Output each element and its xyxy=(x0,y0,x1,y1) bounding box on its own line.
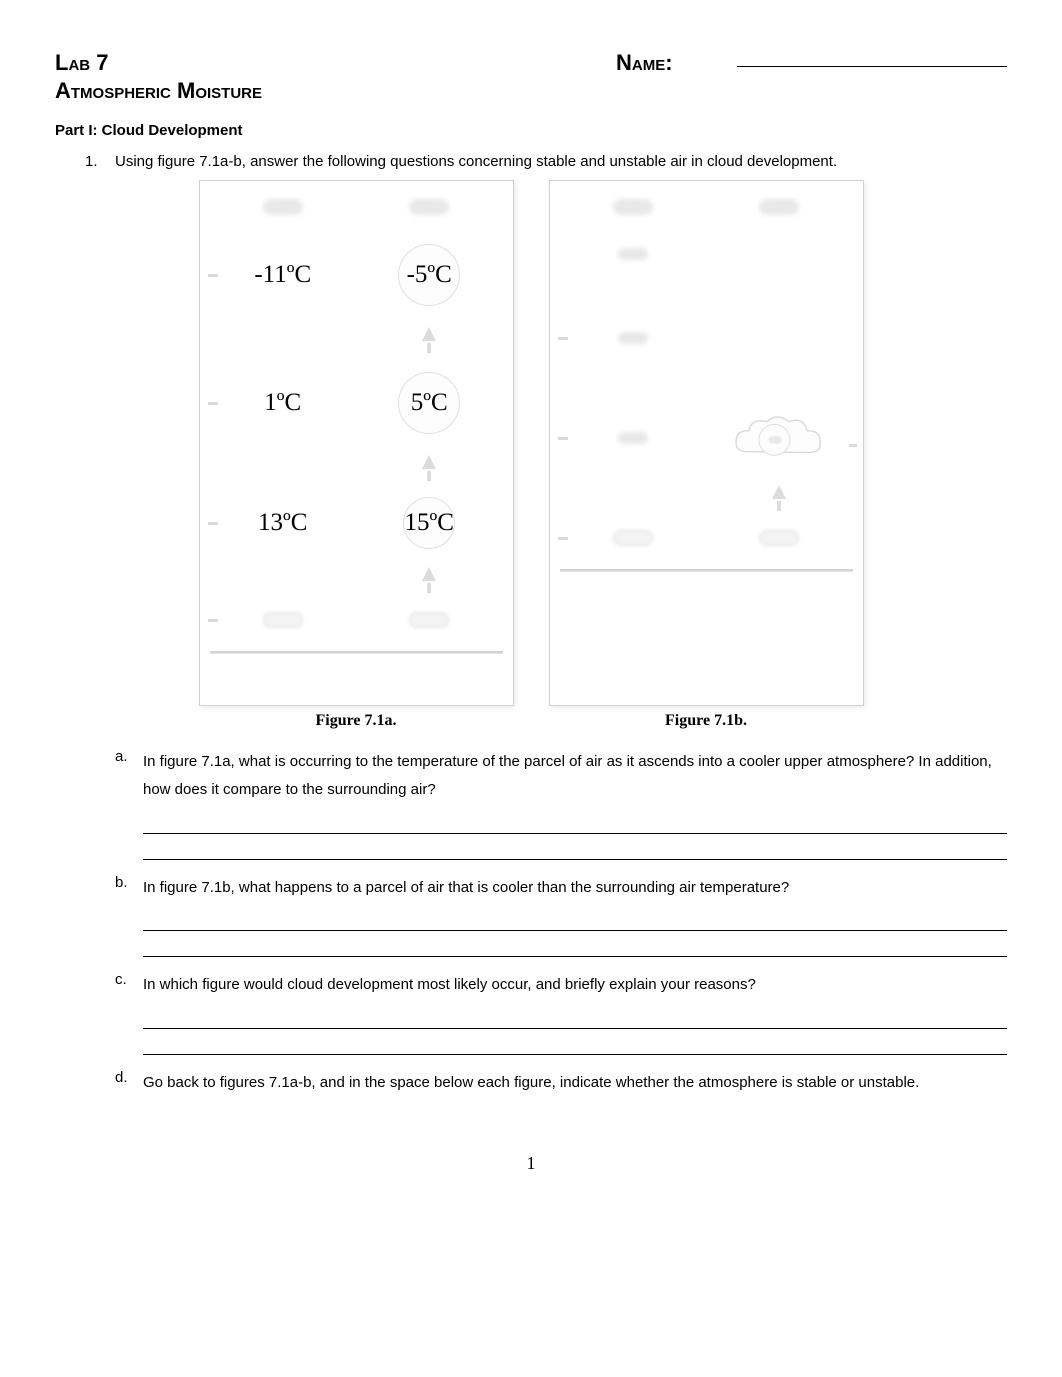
header-row: Lab 7 Name: xyxy=(55,50,1007,76)
arrow-stem xyxy=(427,471,431,481)
axis-tick xyxy=(208,274,218,277)
blur-label xyxy=(618,248,648,260)
sub-q-text: In figure 7.1a, what is occurring to the… xyxy=(143,753,992,798)
part-title: Part I: Cloud Development xyxy=(55,122,1007,139)
parcel-temp: -5ºC xyxy=(407,261,452,289)
parcel-temp: 5ºC xyxy=(411,389,448,417)
figure-answer-space[interactable] xyxy=(210,653,503,695)
answer-blank-line[interactable] xyxy=(143,1029,1007,1055)
axis-tick xyxy=(849,444,857,447)
axis-tick xyxy=(558,337,568,340)
caption-row: Figure 7.1a. Figure 7.1b. xyxy=(55,712,1007,730)
question-1: 1. Using figure 7.1a-b, answer the follo… xyxy=(85,153,1007,170)
sub-question-b: b. In figure 7.1b, what happens to a par… xyxy=(115,874,1007,958)
fig-b-row-2 xyxy=(560,283,853,393)
arrow-up-icon xyxy=(422,567,436,581)
arrow-up-icon xyxy=(772,485,786,499)
sub-q-text: In which figure would cloud development … xyxy=(143,976,756,993)
sub-q-letter: b. xyxy=(115,874,143,958)
fig-b-row-1 xyxy=(560,225,853,283)
axis-tick xyxy=(208,522,218,525)
name-blank-line[interactable] xyxy=(737,66,1007,67)
axis-tick xyxy=(558,537,568,540)
figure-7-1a: -11ºC -5ºC 1ºC 5ºC xyxy=(199,180,514,706)
axis-tick xyxy=(208,402,218,405)
arrow-stem xyxy=(427,583,431,593)
figure-7-1b xyxy=(549,180,864,706)
blur-label xyxy=(613,199,653,215)
answer-blank-line[interactable] xyxy=(143,808,1007,834)
fig-a-row-2: 1ºC 5ºC xyxy=(210,353,503,453)
question-number: 1. xyxy=(85,153,115,170)
fig-b-top-row xyxy=(560,189,853,225)
fig-a-row-1: -11ºC -5ºC xyxy=(210,225,503,325)
answer-blank-line[interactable] xyxy=(143,931,1007,957)
fig-b-ground-row xyxy=(560,511,853,565)
blur-label xyxy=(759,530,799,546)
arrow-stem xyxy=(427,343,431,353)
name-label: Name: xyxy=(616,50,673,75)
air-parcel: -5ºC xyxy=(398,244,460,306)
air-parcel: 5ºC xyxy=(398,372,460,434)
sub-question-d: d. Go back to figures 7.1a-b, and in the… xyxy=(115,1069,1007,1097)
sub-q-text: Go back to figures 7.1a-b, and in the sp… xyxy=(143,1074,919,1091)
sub-q-text: In figure 7.1b, what happens to a parcel… xyxy=(143,879,789,896)
blur-label xyxy=(618,332,648,344)
blur-label xyxy=(613,530,653,546)
axis-tick xyxy=(558,437,568,440)
fig-a-top-row xyxy=(210,189,503,225)
arrow-up-icon xyxy=(422,327,436,341)
parcel-temp: 15ºC xyxy=(405,509,454,537)
env-temp: 13ºC xyxy=(258,509,307,537)
axis-tick xyxy=(208,619,218,622)
question-text: Using figure 7.1a-b, answer the followin… xyxy=(115,153,1007,170)
sub-q-letter: c. xyxy=(115,971,143,1055)
air-parcel: 15ºC xyxy=(403,497,455,549)
fig-a-ground-row xyxy=(210,593,503,647)
blur-label xyxy=(409,199,449,215)
sub-q-letter: d. xyxy=(115,1069,143,1097)
cloud-icon xyxy=(729,410,829,466)
sub-q-letter: a. xyxy=(115,748,143,860)
fig-b-cloud-row xyxy=(560,393,853,483)
lab-number: Lab 7 xyxy=(55,50,108,76)
blur-label xyxy=(263,612,303,628)
page-number: 1 xyxy=(55,1153,1007,1174)
blur-label xyxy=(263,199,303,215)
blur-label xyxy=(759,199,799,215)
answer-blank-line[interactable] xyxy=(143,834,1007,860)
answer-blank-line[interactable] xyxy=(143,1003,1007,1029)
figure-caption-a: Figure 7.1a. xyxy=(199,712,514,730)
blur-label xyxy=(618,432,648,444)
answer-blank-line[interactable] xyxy=(143,905,1007,931)
env-temp: -11ºC xyxy=(254,261,311,289)
env-temp: 1ºC xyxy=(264,389,301,417)
sub-question-a: a. In figure 7.1a, what is occurring to … xyxy=(115,748,1007,860)
figure-answer-space[interactable] xyxy=(560,571,853,613)
blur-label xyxy=(409,612,449,628)
figure-caption-b: Figure 7.1b. xyxy=(549,712,864,730)
sub-question-c: c. In which figure would cloud developme… xyxy=(115,971,1007,1055)
figures-container: -11ºC -5ºC 1ºC 5ºC xyxy=(55,180,1007,706)
name-field-wrap: Name: xyxy=(616,50,1007,76)
lab-subtitle: Atmospheric Moisture xyxy=(55,78,1007,104)
fig-a-row-3: 13ºC 15ºC xyxy=(210,481,503,565)
arrow-stem xyxy=(777,501,781,511)
arrow-up-icon xyxy=(422,455,436,469)
